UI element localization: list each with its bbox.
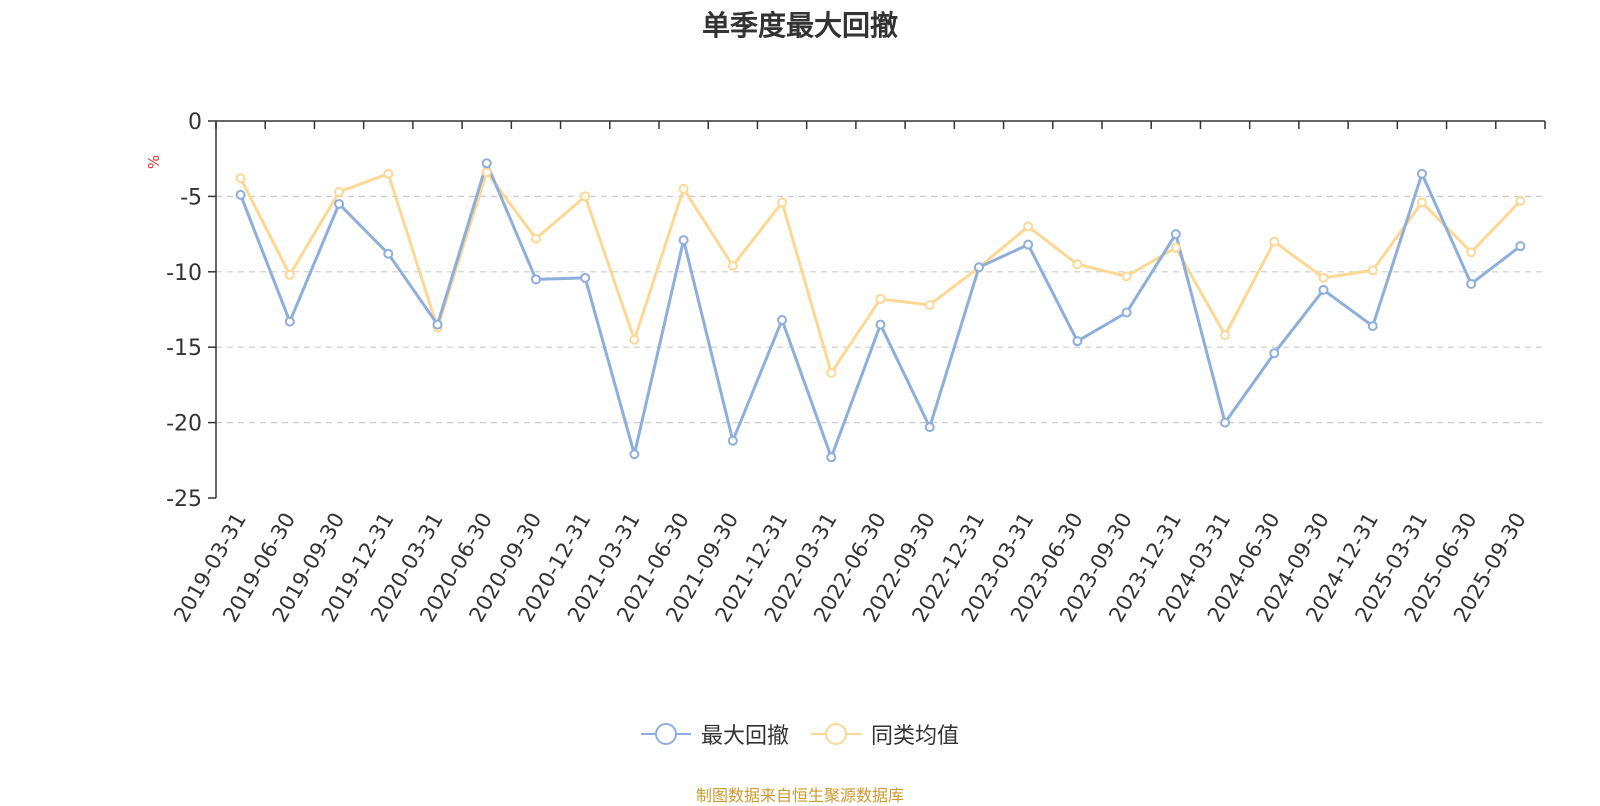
data-point-peer-average <box>777 197 788 208</box>
data-point-drawdown <box>678 235 689 246</box>
legend-item-peer-average[interactable]: 同类均值 <box>811 718 959 750</box>
data-point-peer-average <box>629 334 640 345</box>
data-point-drawdown <box>284 316 295 327</box>
data-point-drawdown <box>383 248 394 259</box>
data-point-drawdown <box>1220 417 1231 428</box>
data-point-peer-average <box>1121 271 1132 282</box>
y-axis-unit-label: % <box>145 155 163 169</box>
data-point-peer-average <box>1416 197 1427 208</box>
y-tick-label: -15 <box>166 336 202 361</box>
data-point-peer-average <box>1318 272 1329 283</box>
data-point-drawdown <box>1416 168 1427 179</box>
data-point-peer-average <box>1220 330 1231 341</box>
data-point-peer-average <box>678 183 689 194</box>
data-point-peer-average <box>1269 236 1280 247</box>
data-point-drawdown <box>334 198 345 209</box>
legend-line-circle-icon <box>640 723 691 745</box>
data-point-drawdown <box>1466 278 1477 289</box>
legend-label: 同类均值 <box>871 724 960 749</box>
data-point-peer-average <box>235 173 246 184</box>
data-point-drawdown <box>1072 336 1083 347</box>
data-point-peer-average <box>1072 259 1083 270</box>
y-tick-label: 0 <box>188 110 202 135</box>
source-footnote: 制图数据来自恒生聚源数据库 <box>695 786 904 805</box>
data-point-drawdown <box>1269 348 1280 359</box>
data-point-drawdown <box>875 319 886 330</box>
data-point-peer-average <box>383 168 394 179</box>
data-point-peer-average <box>875 293 886 304</box>
data-point-peer-average <box>727 260 738 271</box>
data-point-peer-average <box>1466 247 1477 258</box>
data-point-drawdown <box>235 189 246 200</box>
data-point-drawdown <box>1367 321 1378 332</box>
data-point-peer-average <box>580 191 591 202</box>
legend-item-drawdown[interactable]: 最大回撤 <box>640 718 789 750</box>
data-point-drawdown <box>777 315 788 326</box>
data-point-drawdown <box>629 449 640 460</box>
data-point-drawdown <box>924 422 935 433</box>
data-point-drawdown <box>432 319 443 330</box>
y-tick-label: -25 <box>166 487 202 512</box>
legend: 最大回撤 同类均值 <box>0 718 1600 750</box>
data-point-peer-average <box>924 299 935 310</box>
legend-label: 最大回撤 <box>700 724 789 749</box>
data-point-drawdown <box>1170 229 1181 240</box>
y-tick-label: -5 <box>180 185 202 210</box>
legend-line-circle-icon <box>811 723 861 745</box>
y-tick-label: -20 <box>166 412 202 437</box>
y-tick-label: -10 <box>166 261 202 286</box>
data-point-peer-average <box>530 233 541 244</box>
data-point-drawdown <box>727 435 738 446</box>
data-point-drawdown <box>826 452 837 463</box>
data-point-drawdown <box>1121 307 1132 318</box>
data-point-peer-average <box>826 367 837 378</box>
data-point-peer-average <box>1023 221 1034 232</box>
data-point-peer-average <box>284 269 295 280</box>
data-point-peer-average <box>1515 195 1526 206</box>
data-point-drawdown <box>1318 284 1329 295</box>
data-point-drawdown <box>973 262 984 273</box>
data-point-drawdown <box>530 274 541 285</box>
chart-title: 单季度最大回撤 <box>701 9 898 42</box>
data-point-peer-average <box>334 186 345 197</box>
data-point-drawdown <box>1515 241 1526 252</box>
data-point-drawdown <box>580 272 591 283</box>
series-line-peer-average <box>239 170 1522 375</box>
data-point-peer-average <box>1170 242 1181 253</box>
data-point-peer-average <box>1367 265 1378 276</box>
data-point-peer-average <box>481 167 492 178</box>
data-point-drawdown <box>1023 239 1034 250</box>
data-point-drawdown <box>481 158 492 169</box>
